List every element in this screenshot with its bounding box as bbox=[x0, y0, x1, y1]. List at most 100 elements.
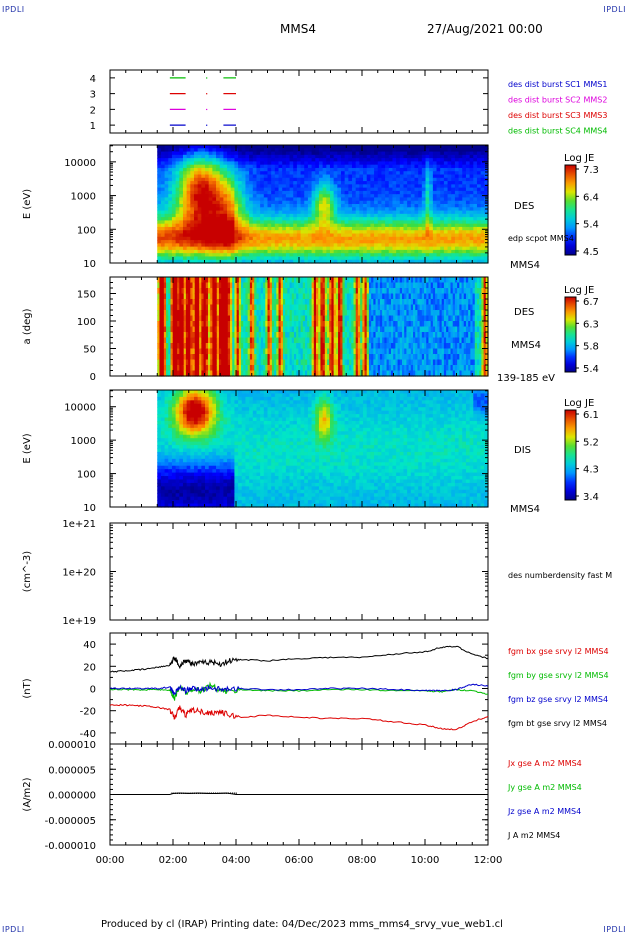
spectrogram-cell bbox=[357, 288, 361, 295]
spectrogram-cell bbox=[289, 299, 293, 306]
spectrogram-cell bbox=[245, 210, 250, 215]
spectrogram-cell bbox=[182, 217, 188, 221]
spectrogram-cell bbox=[360, 288, 363, 295]
spectrogram-cell bbox=[216, 253, 221, 258]
spectrogram-cell bbox=[219, 164, 224, 169]
spectrogram-cell bbox=[473, 220, 478, 225]
spectrogram-cell bbox=[276, 343, 280, 350]
spectrogram-cell bbox=[476, 194, 482, 199]
spectrogram-cell bbox=[190, 246, 195, 251]
spectrogram-cell bbox=[396, 151, 401, 156]
spectrogram-cell bbox=[311, 293, 315, 300]
spectrogram-cell bbox=[363, 213, 368, 218]
spectrogram-cell bbox=[185, 288, 189, 295]
spectrogram-cell bbox=[315, 158, 320, 162]
spectrogram-cell bbox=[172, 354, 176, 361]
spectrogram-cell bbox=[300, 277, 304, 284]
spectrogram-cell bbox=[263, 174, 269, 179]
spectrogram-cell bbox=[298, 282, 302, 289]
spectrogram-cell bbox=[186, 213, 191, 218]
spectrogram-cell bbox=[473, 190, 478, 195]
spectrogram-cell bbox=[186, 184, 191, 189]
spectrogram-cell bbox=[476, 213, 482, 218]
spectrogram-cell bbox=[197, 184, 202, 189]
spectrogram-cell bbox=[170, 282, 174, 289]
spectrogram-cell bbox=[227, 164, 232, 169]
spectrogram-cell bbox=[418, 148, 423, 153]
spectrogram-cell bbox=[337, 253, 342, 258]
spectrogram-cell bbox=[238, 204, 243, 208]
spectrogram-cell bbox=[322, 158, 327, 162]
spectrogram-cell bbox=[218, 315, 222, 322]
spectrogram-cell bbox=[329, 259, 335, 264]
spectrogram-cell bbox=[462, 200, 467, 205]
spectrogram-cell bbox=[289, 365, 293, 372]
spectrogram-cell bbox=[338, 326, 341, 333]
spectrogram-cell bbox=[227, 236, 232, 241]
spectrogram-cell bbox=[238, 337, 242, 344]
spectrogram-cell bbox=[274, 184, 280, 189]
spectrogram-cell bbox=[374, 207, 379, 212]
spectrogram-cell bbox=[293, 299, 297, 306]
spectrogram-cell bbox=[377, 177, 383, 182]
spectrogram-cell bbox=[348, 145, 353, 149]
spectrogram-cell bbox=[164, 256, 169, 261]
spectrogram-cell bbox=[172, 348, 176, 355]
spectrogram-cell bbox=[210, 365, 213, 372]
spectrogram-cell bbox=[212, 249, 217, 254]
spectrogram-cell bbox=[260, 253, 265, 258]
spectrogram-cell bbox=[359, 154, 364, 159]
spectrogram-cell bbox=[469, 181, 474, 185]
spectrogram-cell bbox=[304, 210, 309, 215]
spectrogram-cell bbox=[194, 187, 199, 192]
spectrogram-cell bbox=[276, 288, 280, 295]
spectrogram-cell bbox=[440, 223, 445, 228]
spectrogram-cell bbox=[307, 161, 313, 166]
spectrogram-cell bbox=[374, 246, 379, 251]
spectrogram-cell bbox=[252, 288, 255, 295]
spectrogram-cell bbox=[480, 253, 485, 258]
spectrogram-cell bbox=[311, 167, 316, 172]
spectrogram-cell bbox=[241, 177, 247, 182]
spectrogram-cell bbox=[366, 174, 371, 179]
spectrogram-cell bbox=[333, 171, 338, 176]
spectrogram-cell bbox=[221, 321, 224, 328]
spectrogram-cell bbox=[183, 354, 187, 361]
spectrogram-cell bbox=[241, 207, 247, 212]
spectrogram-cell bbox=[245, 204, 250, 208]
spectrogram-cell bbox=[298, 370, 302, 377]
spectrogram-cell bbox=[274, 288, 277, 295]
spectrogram-cell bbox=[335, 277, 339, 284]
spectrogram-cell bbox=[267, 282, 271, 289]
spectrogram-cell bbox=[396, 213, 401, 218]
spectrogram-cell bbox=[179, 164, 184, 169]
spectrogram-cell bbox=[313, 315, 317, 322]
spectrogram-cell bbox=[374, 253, 379, 258]
spectrogram-cell bbox=[370, 253, 375, 258]
spectrogram-cell bbox=[462, 187, 467, 192]
spectrogram-cell bbox=[289, 210, 294, 215]
spectrogram-cell bbox=[304, 299, 308, 306]
spectrogram-cell bbox=[300, 282, 304, 289]
spectrogram-cell bbox=[480, 200, 485, 205]
spectrogram-cell bbox=[454, 171, 460, 176]
spectrogram-cell bbox=[163, 304, 167, 311]
spectrogram-cell bbox=[344, 310, 348, 317]
spectrogram-cell bbox=[335, 348, 339, 355]
spectrogram-cell bbox=[171, 217, 177, 221]
spectrogram-cell bbox=[186, 226, 191, 231]
spectrogram-cell bbox=[203, 332, 207, 339]
spectrogram-cell bbox=[476, 207, 482, 212]
spectrogram-cell bbox=[410, 194, 416, 199]
spectrogram-cell bbox=[366, 200, 371, 205]
spectrogram-cell bbox=[223, 220, 228, 225]
spectrogram-cell bbox=[315, 236, 320, 241]
spectrogram-cell bbox=[333, 348, 337, 355]
spectrogram-cell bbox=[230, 326, 233, 333]
spectrogram-cell bbox=[205, 256, 210, 261]
spectrogram-cell bbox=[252, 200, 258, 205]
spectrogram-cell bbox=[341, 200, 346, 205]
spectrogram-cell bbox=[324, 354, 328, 361]
spectrogram-cell bbox=[337, 177, 342, 182]
spectrogram-cell bbox=[194, 321, 198, 328]
